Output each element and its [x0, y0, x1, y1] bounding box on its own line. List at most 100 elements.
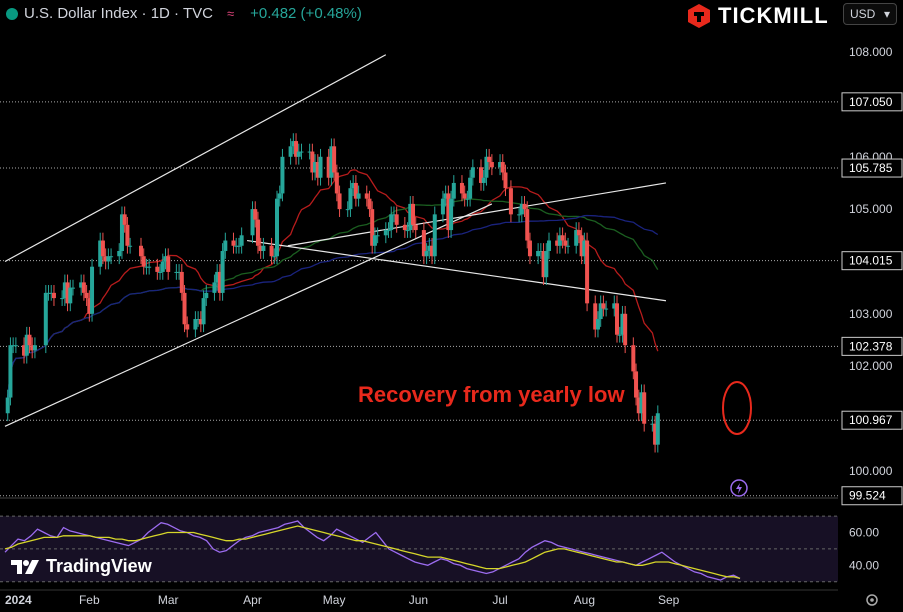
candle — [402, 216, 407, 238]
candle — [13, 337, 18, 354]
chevron-down-icon: ▾ — [883, 7, 890, 21]
candle — [239, 227, 244, 254]
candle — [655, 405, 660, 453]
candle — [451, 175, 456, 207]
candle — [51, 285, 56, 306]
candle — [538, 243, 543, 259]
candle — [119, 206, 124, 259]
candle — [462, 185, 467, 207]
currency-select[interactable]: USD ▾ — [843, 3, 897, 25]
x-tick-label: Jul — [492, 593, 507, 607]
moving-averages — [7, 169, 659, 398]
alert-icon[interactable] — [730, 479, 748, 497]
candle — [79, 274, 84, 296]
candle — [639, 384, 644, 422]
candle — [636, 389, 641, 422]
candle — [604, 300, 609, 317]
candle — [576, 222, 581, 244]
candle — [332, 138, 337, 181]
candle — [334, 164, 339, 202]
trendline-channel-lower — [4, 203, 493, 427]
x-tick-label: Sep — [658, 593, 680, 607]
price-change: +0.482 (+0.48%) — [250, 5, 362, 22]
candle — [223, 232, 228, 259]
brand-logo: TICKMILL — [686, 3, 829, 29]
candle — [593, 295, 598, 338]
candle — [503, 164, 508, 197]
x-tick-label: Mar — [158, 593, 179, 607]
candle — [427, 237, 432, 259]
svg-text:99.524: 99.524 — [849, 489, 886, 503]
candle — [443, 185, 448, 207]
candle — [519, 196, 524, 223]
trendline-wedge-lower — [246, 239, 667, 302]
candle — [71, 279, 75, 296]
candle — [147, 258, 152, 275]
candle — [557, 227, 562, 254]
candle — [411, 196, 415, 233]
yearly-low-circle — [722, 381, 752, 435]
candle — [163, 248, 168, 270]
candle — [623, 305, 628, 354]
candle — [204, 285, 209, 306]
candle — [408, 196, 413, 238]
candle — [372, 227, 377, 254]
candle — [500, 154, 505, 181]
candle — [585, 232, 590, 312]
candle — [560, 227, 565, 249]
candle — [315, 154, 320, 186]
candle — [430, 237, 435, 265]
x-tick-label: May — [323, 593, 346, 607]
candle — [87, 290, 92, 322]
symbol-header: U.S. Dollar Index · 1D · TVC ≈ +0.482 (+… — [6, 5, 362, 22]
candle — [144, 258, 149, 275]
svg-text:107.050: 107.050 — [849, 95, 893, 109]
candle — [160, 253, 165, 280]
candle — [481, 169, 486, 191]
symbol-title[interactable]: U.S. Dollar Index · 1D · TVC — [24, 5, 213, 22]
candle — [220, 243, 225, 301]
candle — [383, 222, 388, 244]
candle — [250, 201, 255, 244]
price-level-label: 104.015 — [841, 251, 903, 271]
candle — [272, 248, 277, 265]
candle — [291, 133, 296, 155]
candle — [642, 384, 647, 432]
rsi-tick-label: 60.00 — [849, 526, 879, 540]
y-tick-label: 103.000 — [849, 307, 893, 321]
candle — [258, 237, 263, 259]
candle — [103, 248, 108, 270]
market-status-dot — [6, 7, 18, 20]
candle — [185, 316, 190, 338]
candle — [498, 154, 503, 176]
candle — [601, 295, 606, 317]
candle — [653, 415, 658, 453]
candle — [337, 185, 342, 217]
candle — [470, 159, 475, 186]
x-tick-label: Apr — [243, 593, 262, 607]
tradingview-logo-text: TradingView — [46, 556, 152, 576]
candle — [617, 326, 622, 343]
candles — [5, 133, 660, 453]
candle — [81, 274, 86, 301]
candle — [30, 337, 35, 359]
candle — [155, 258, 160, 280]
candle — [198, 311, 203, 333]
candle — [432, 206, 437, 265]
trendline-wedge-upper — [287, 182, 667, 247]
candle — [356, 185, 361, 207]
axes: 108.000106.000105.000103.000102.000100.0… — [5, 45, 903, 607]
candle — [269, 237, 274, 265]
candle — [389, 206, 394, 238]
candle — [479, 159, 483, 191]
y-tick-label: 100.000 — [849, 464, 893, 478]
candle — [174, 264, 179, 280]
candle — [294, 133, 299, 165]
candle — [566, 237, 571, 254]
candle — [236, 237, 241, 254]
tickmill-logo-icon — [688, 4, 710, 28]
indicator-wave-icon[interactable]: ≈ — [226, 6, 235, 21]
candle — [544, 243, 549, 286]
settings-icon[interactable] — [866, 594, 878, 606]
